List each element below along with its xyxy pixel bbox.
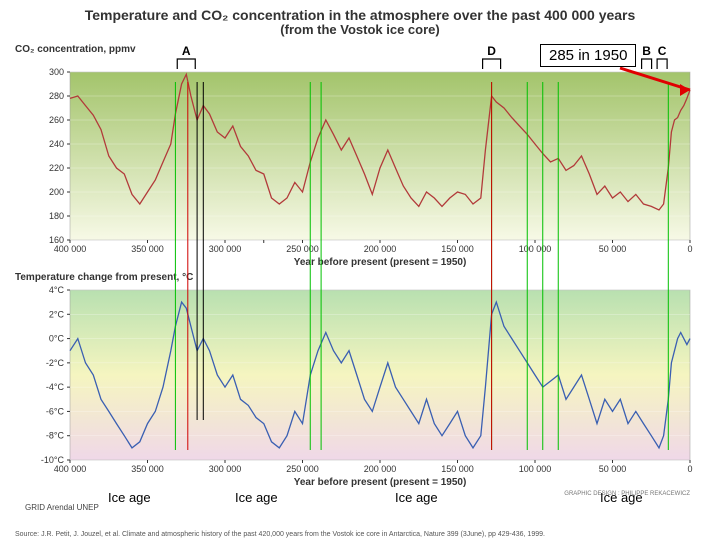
svg-text:100 000: 100 000 [519,464,552,474]
svg-text:2°C: 2°C [49,309,65,319]
svg-text:50 000: 50 000 [599,244,627,254]
svg-text:C: C [658,44,667,58]
ice-age-label: Ice age [600,490,643,505]
svg-text:-4°C: -4°C [46,382,65,392]
svg-text:D: D [487,44,496,58]
svg-text:150 000: 150 000 [441,244,474,254]
svg-text:Year before present (present =: Year before present (present = 1950) [294,257,467,268]
svg-text:220: 220 [49,163,64,173]
svg-text:B: B [642,44,651,58]
svg-text:200: 200 [49,187,64,197]
svg-text:0°C: 0°C [49,334,65,344]
svg-text:Year before present (present =: Year before present (present = 1950) [294,477,467,488]
svg-text:240: 240 [49,139,64,149]
svg-text:0: 0 [687,244,692,254]
ice-age-label: Ice age [235,490,278,505]
svg-text:180: 180 [49,211,64,221]
svg-text:150 000: 150 000 [441,464,474,474]
svg-text:Temperature change from presen: Temperature change from present, °C [15,272,193,283]
svg-text:200 000: 200 000 [364,464,397,474]
svg-text:4°C: 4°C [49,285,65,295]
svg-text:-2°C: -2°C [46,358,65,368]
svg-text:200 000: 200 000 [364,244,397,254]
chart-subtitle: (from the Vostok ice core) [0,22,720,37]
svg-text:0: 0 [687,464,692,474]
callout-285-1950: 285 in 1950 [540,44,636,67]
svg-text:260: 260 [49,115,64,125]
svg-text:300 000: 300 000 [209,244,242,254]
source-citation: Source: J.R. Petit, J. Jouzel, et al. Cl… [15,531,545,538]
ice-age-label: Ice age [108,490,151,505]
svg-text:CO₂ concentration, ppmv: CO₂ concentration, ppmv [15,44,136,55]
svg-text:400 000: 400 000 [54,464,87,474]
svg-text:280: 280 [49,91,64,101]
svg-text:350 000: 350 000 [131,244,164,254]
svg-text:A: A [182,44,191,58]
svg-text:100 000: 100 000 [519,244,552,254]
svg-text:350 000: 350 000 [131,464,164,474]
chart-svg: 160180200220240260280300CO₂ concentratio… [0,0,720,540]
grid-arendal-logo: GRID Arendal UNEP [25,503,99,512]
svg-text:50 000: 50 000 [599,464,627,474]
svg-text:-6°C: -6°C [46,406,65,416]
svg-text:-8°C: -8°C [46,431,65,441]
svg-text:300: 300 [49,67,64,77]
svg-text:300 000: 300 000 [209,464,242,474]
ice-age-label: Ice age [395,490,438,505]
svg-text:250 000: 250 000 [286,244,319,254]
vostok-chart-container: Temperature and CO₂ concentration in the… [0,0,720,540]
svg-text:400 000: 400 000 [54,244,87,254]
svg-text:250 000: 250 000 [286,464,319,474]
